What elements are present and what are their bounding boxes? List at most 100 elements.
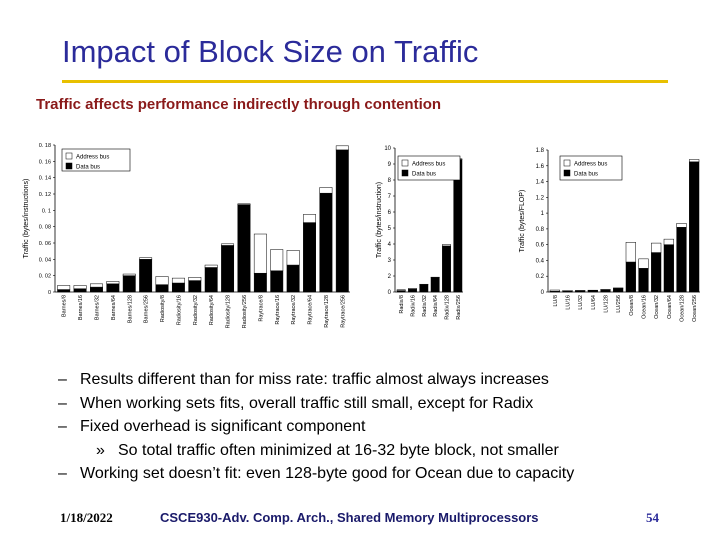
bar-address-bus	[638, 258, 649, 269]
slide-title: Impact of Block Size on Traffic	[62, 34, 479, 69]
bar-data-bus	[171, 282, 185, 293]
y-tick-label: 0. 02	[39, 274, 51, 280]
x-tick-label: Raytrace/16	[275, 295, 281, 325]
x-tick-label: Radiosity/256	[242, 295, 248, 328]
x-tick-label: Barnes/64	[111, 295, 117, 320]
x-tick-label: Radiosity/64	[209, 295, 215, 325]
legend-swatch	[401, 159, 409, 167]
x-tick-label: Radix/64	[433, 295, 439, 317]
x-tick-label: Radiosity/32	[193, 295, 199, 325]
bar-address-bus	[155, 276, 169, 285]
x-tick-label: Raytrace/64	[308, 295, 314, 325]
bar-address-bus	[651, 242, 662, 253]
y-tick-label: 0. 04	[39, 257, 51, 263]
bar-address-bus	[625, 242, 636, 263]
y-tick-label: 0. 12	[39, 192, 51, 198]
bar-data-bus	[663, 244, 674, 293]
y-tick-label: 8	[388, 178, 392, 184]
bar-address-bus	[549, 289, 560, 292]
x-tick-label: Barnes/16	[78, 295, 84, 320]
bullet-item: – When working sets fits, overall traffic…	[58, 394, 534, 412]
bar-address-bus	[237, 203, 251, 205]
bar-address-bus	[335, 145, 349, 151]
bar-data-bus	[204, 267, 218, 293]
bar-address-bus	[139, 257, 153, 260]
bar-data-bus	[155, 284, 169, 293]
bar-data-bus	[335, 149, 349, 293]
y-tick-label: 6	[388, 210, 392, 216]
x-tick-label: Radix/32	[422, 295, 428, 317]
x-tick-label: Raytrace/128	[324, 295, 330, 328]
bar-data-bus	[270, 270, 284, 293]
bar-address-bus	[319, 187, 333, 194]
bar-address-bus	[270, 249, 284, 272]
legend-box	[559, 155, 623, 181]
y-tick-label: 0	[541, 290, 545, 296]
legend-label: Data bus	[76, 165, 100, 171]
bar-data-bus	[221, 245, 235, 293]
bar-data-bus	[600, 289, 611, 293]
y-tick-label: 5	[388, 226, 392, 232]
legend-swatch	[401, 169, 409, 177]
legend-label: Address bus	[412, 162, 445, 168]
x-tick-label: Raytrace/256	[340, 295, 346, 328]
x-tick-label: Radiosity/8	[160, 295, 166, 322]
legend-label: Address bus	[574, 162, 607, 168]
legend-label: Data bus	[412, 172, 436, 178]
y-tick-label: 1.8	[536, 148, 545, 154]
y-tick-label: 0. 16	[39, 159, 51, 165]
x-tick-label: Ocean/16	[642, 295, 648, 319]
y-tick-label: 1.2	[536, 195, 545, 201]
bar-data-bus	[286, 264, 300, 293]
bar-address-bus	[408, 288, 417, 290]
title-underline	[62, 80, 668, 83]
bar-data-bus	[625, 261, 636, 293]
legend-swatch	[563, 169, 571, 177]
bar-data-bus	[122, 275, 136, 293]
x-tick-label: Radiosity/16	[176, 295, 182, 325]
bar-address-bus	[204, 264, 218, 268]
bar-address-bus	[676, 223, 687, 228]
bar-address-bus	[419, 283, 429, 286]
y-tick-label: 9	[388, 162, 392, 168]
y-tick-label: 0.8	[536, 227, 545, 233]
bar-address-bus	[689, 159, 700, 163]
bar-data-bus	[57, 289, 71, 293]
y-tick-label: 0.2	[536, 274, 545, 280]
y-tick-label: 0. 08	[39, 225, 51, 231]
legend-swatch	[563, 159, 571, 167]
bar-data-bus	[90, 286, 103, 293]
bar-data-bus	[442, 245, 451, 293]
y-tick-label: 7	[388, 194, 392, 200]
y-axis-label: Traffic (bytes/instructions)	[23, 179, 30, 259]
bar-address-bus	[663, 238, 674, 245]
x-tick-label: Radiosity/128	[226, 295, 232, 328]
bar-data-bus	[408, 288, 417, 293]
bullet-item: – Results different than for miss rate: t…	[58, 371, 549, 388]
bar-address-bus	[442, 244, 451, 247]
bar-data-bus	[303, 222, 316, 293]
y-tick-label: 0. 14	[39, 176, 51, 182]
x-tick-label: Ocean/8	[629, 295, 635, 316]
x-tick-label: LU/128	[604, 295, 610, 313]
x-tick-label: Raytrace/32	[291, 295, 297, 325]
y-tick-label: 0.6	[536, 243, 545, 249]
bar-address-bus	[106, 281, 120, 285]
y-tick-label: 1.4	[536, 180, 545, 186]
bar-address-bus	[286, 250, 300, 266]
x-tick-label: Ocean/256	[692, 295, 698, 322]
legend-label: Data bus	[574, 172, 598, 178]
bullet-item: – Fixed overhead is significant component	[58, 418, 366, 435]
y-tick-label: 0.4	[536, 258, 545, 264]
x-tick-label: Barnes/256	[144, 295, 150, 323]
bullet-item: – Working set doesn’t fit: even 128-byte …	[58, 465, 575, 482]
x-tick-label: Ocean/64	[667, 295, 673, 319]
legend-swatch	[65, 152, 73, 160]
x-tick-label: Barnes/128	[127, 295, 133, 323]
bar-address-bus	[396, 289, 406, 291]
bar-address-bus	[122, 273, 136, 276]
x-tick-label: Radix/8	[399, 295, 405, 314]
y-tick-label: 4	[388, 242, 392, 248]
x-tick-label: Ocean/32	[654, 295, 660, 319]
bar-address-bus	[171, 277, 185, 284]
